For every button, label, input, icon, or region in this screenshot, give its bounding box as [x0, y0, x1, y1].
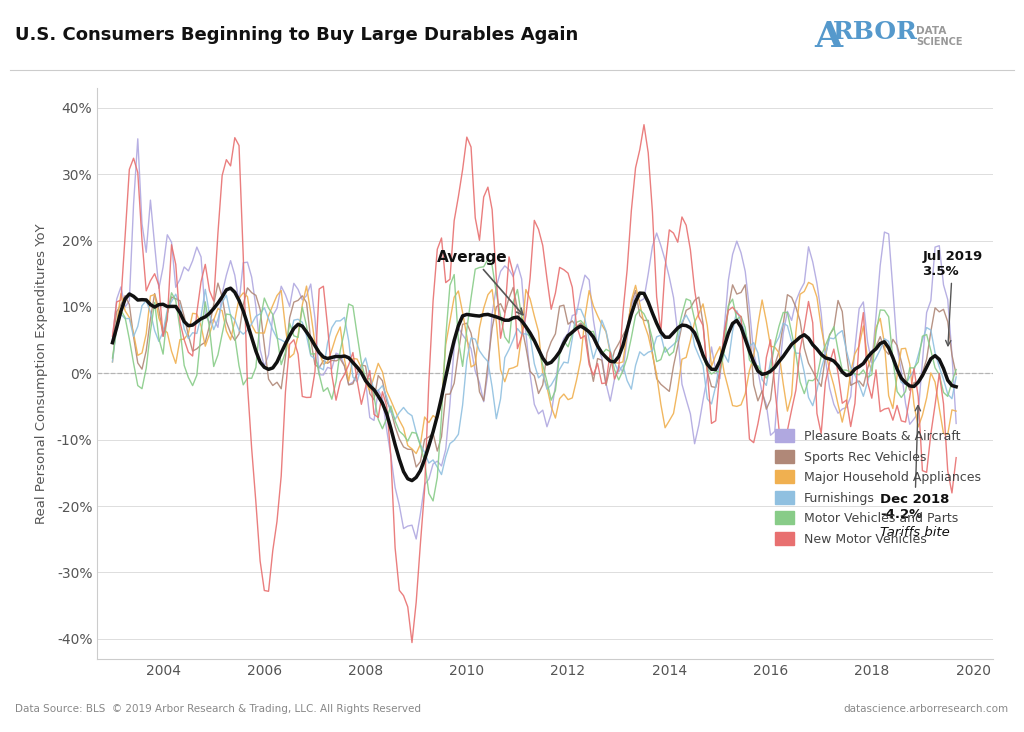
Text: Dec 2018
-4.2%: Dec 2018 -4.2%: [881, 406, 949, 521]
Text: Jul 2019
3.5%: Jul 2019 3.5%: [923, 250, 983, 346]
Text: RBOR: RBOR: [833, 20, 918, 45]
Text: Tariffs bite: Tariffs bite: [881, 526, 950, 539]
Text: Data Source: BLS  © 2019 Arbor Research & Trading, LLC. All Rights Reserved: Data Source: BLS © 2019 Arbor Research &…: [15, 703, 421, 714]
Text: A: A: [814, 20, 842, 54]
Text: datascience.arborresearch.com: datascience.arborresearch.com: [844, 703, 1009, 714]
Text: DATA: DATA: [916, 26, 947, 36]
Legend: Pleasure Boats & Aircraft, Sports Rec Vehicles, Major Household Appliances, Furn: Pleasure Boats & Aircraft, Sports Rec Ve…: [769, 423, 987, 552]
Y-axis label: Real Personal Consumption Expenditures YoY: Real Personal Consumption Expenditures Y…: [36, 223, 48, 523]
Text: Average: Average: [437, 250, 523, 315]
Text: SCIENCE: SCIENCE: [916, 37, 963, 47]
Text: U.S. Consumers Beginning to Buy Large Durables Again: U.S. Consumers Beginning to Buy Large Du…: [15, 26, 579, 44]
